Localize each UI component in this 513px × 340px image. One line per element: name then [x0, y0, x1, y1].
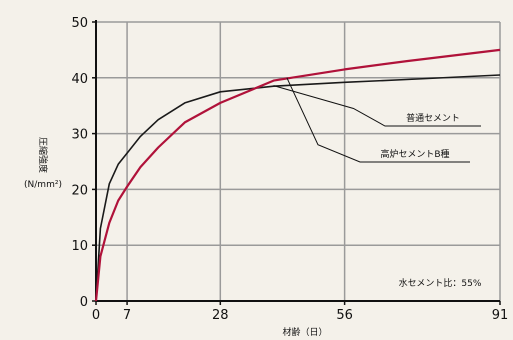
legend-label-1: 普通セメント — [406, 112, 460, 124]
grid — [96, 21, 501, 301]
y-tick-label: 10 — [71, 239, 88, 254]
leader-line-2 — [286, 77, 470, 163]
y-axis-label: 圧縮強度 — [37, 137, 49, 173]
x-tick-label: 28 — [212, 308, 229, 323]
series-line-1 — [95, 74, 501, 302]
y-tick-label: 0 — [80, 295, 88, 310]
x-tick-label: 91 — [492, 308, 509, 323]
x-tick-label: 56 — [336, 308, 353, 323]
legend-label-2: 高炉セメントB種 — [381, 148, 450, 160]
y-tick-label: 20 — [71, 183, 88, 198]
series-group — [94, 48, 501, 302]
x-axis-label: 材齢（日） — [282, 326, 327, 338]
annotation-note: 水セメント比：55% — [399, 277, 482, 289]
leader-line-1 — [273, 85, 481, 127]
x-tick-label: 7 — [123, 308, 131, 323]
y-tick-label: 40 — [71, 72, 88, 87]
x-tick-label: 0 — [92, 308, 100, 323]
series-line-2 — [94, 48, 501, 302]
y-tick-label: 50 — [71, 16, 88, 31]
y-tick-label: 30 — [71, 128, 88, 143]
axes — [92, 20, 501, 305]
y-axis-unit: (N/mm²) — [24, 180, 62, 190]
